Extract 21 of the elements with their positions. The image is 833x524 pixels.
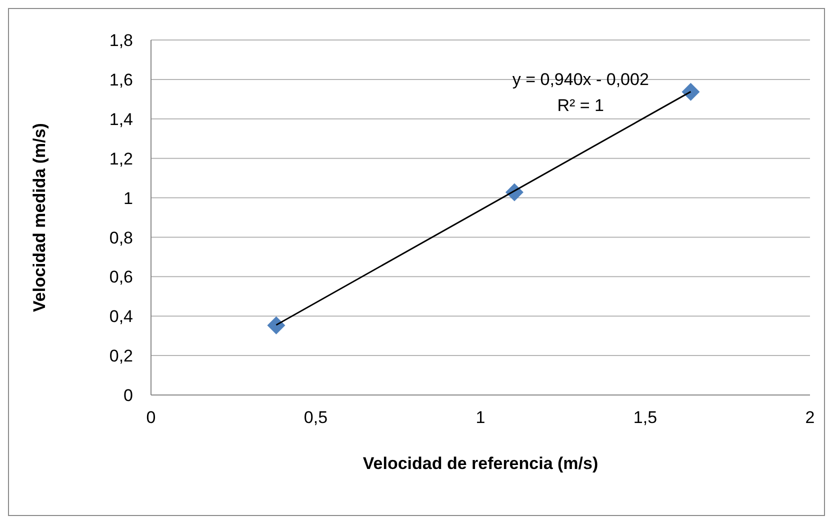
y-tick-label: 1,6 bbox=[109, 70, 133, 90]
y-tick-label: 1,4 bbox=[109, 110, 133, 129]
x-tick-label: 2 bbox=[805, 408, 815, 428]
y-tick-label: 0 bbox=[124, 386, 133, 406]
y-axis-title: Velocidad medida (m/s) bbox=[30, 123, 50, 312]
y-tick-label: 1,2 bbox=[109, 149, 133, 168]
point bbox=[682, 82, 700, 101]
y-tick-label: 0,4 bbox=[109, 307, 133, 326]
y-tick-label: 1 bbox=[124, 188, 133, 208]
point bbox=[267, 316, 286, 334]
x-axis-title: Velocidad de referencia (m/s) bbox=[362, 454, 598, 474]
x-tick-label: 1,5 bbox=[633, 408, 658, 428]
y-tick-label: 1,8 bbox=[109, 31, 133, 50]
y-tick-label: 0,6 bbox=[109, 268, 133, 287]
y-tick-label: 0,8 bbox=[109, 228, 133, 248]
x-tick-label: 0 bbox=[146, 408, 156, 428]
annotation: R² = 1 bbox=[556, 96, 606, 116]
x-tick-label: 1 bbox=[476, 408, 486, 428]
annotation: y = 0,940x - 0,002 bbox=[511, 70, 650, 90]
y-tick-label: 0,2 bbox=[109, 346, 133, 366]
x-tick-label: 0,5 bbox=[304, 408, 328, 428]
